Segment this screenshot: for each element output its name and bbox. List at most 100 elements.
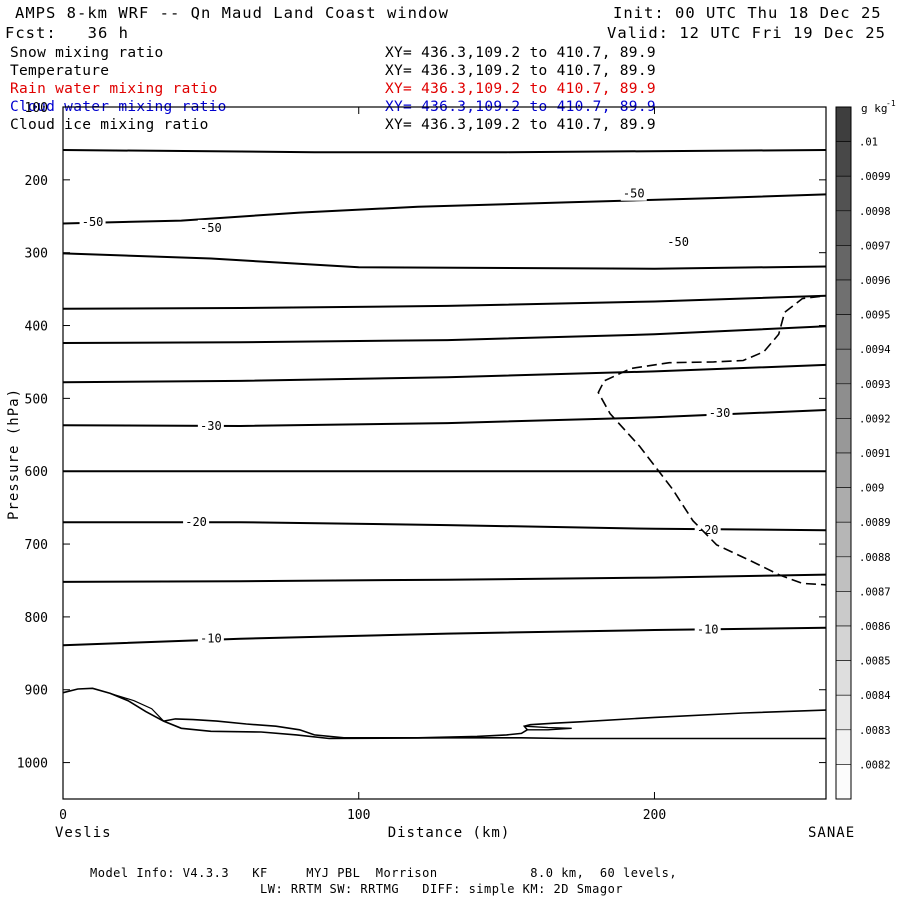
left-endpoint-label: Veslis [55, 825, 112, 841]
colorbar-segment [835, 625, 852, 661]
colorbar-segment [835, 314, 852, 350]
contour-label: -50 [623, 187, 645, 201]
model-info: Model Info: V4.3.3 KF MYJ PBL Morrison 8… [90, 866, 678, 880]
chart-title: AMPS 8-km WRF -- Qn Maud Land Coast wind… [15, 4, 449, 22]
contour-label-bg [197, 219, 224, 235]
colorbar-segment [835, 245, 852, 281]
colorbar-frame [835, 106, 852, 800]
contour-label: -50 [200, 221, 222, 235]
colorbar-label: .0082 [859, 759, 891, 771]
y-axis-label: Pressure (hPa) [6, 388, 22, 520]
contour-label: -10 [697, 622, 719, 636]
colorbar-units-exponent: -1 [886, 99, 896, 108]
contour-label: -50 [667, 235, 689, 249]
contour-label: -10 [200, 632, 222, 646]
isotherm-line-3 [62, 294, 827, 310]
field-name-snow: Snow mixing ratio [10, 45, 164, 61]
colorbar-label: .0097 [859, 240, 891, 252]
colorbar-label: .0098 [859, 206, 891, 218]
y-tick-label: 200 [25, 174, 48, 189]
colorbar-segment [835, 418, 852, 454]
colorbar-label: .0083 [859, 725, 891, 737]
field-name-cloud-ice: Cloud ice mixing ratio [10, 117, 209, 133]
y-tick-label: 800 [25, 611, 48, 626]
colorbar-segment [835, 175, 852, 212]
right-endpoint-label: SANAE [808, 825, 855, 841]
colorbar-label: .01 [859, 137, 878, 149]
colorbar-label: .0087 [859, 586, 891, 598]
contour-label: -50 [82, 215, 104, 229]
colorbar-label: .0088 [859, 552, 891, 564]
contour-label-bg [620, 185, 647, 201]
y-tick-label: 600 [25, 465, 48, 480]
contour-label-bg [694, 621, 721, 637]
forecast-hour: Fcst: 36 h [5, 24, 129, 42]
contour-label-bg [665, 233, 692, 249]
x-tick-label: 100 [347, 808, 370, 823]
colorbar-label: .0092 [859, 413, 891, 425]
y-tick-label: 400 [25, 320, 48, 335]
colorbar-segment [835, 591, 852, 627]
colorbar-segment [835, 452, 852, 488]
colorbar-label: .0091 [859, 448, 891, 460]
y-tick-label: 500 [25, 392, 48, 407]
x-tick-label: 200 [643, 808, 666, 823]
valid-time: Valid: 12 UTC Fri 19 Dec 25 [607, 24, 886, 42]
isotherm-line-9 [62, 573, 827, 583]
plot-frame [62, 106, 827, 800]
contour-label-bg [197, 418, 224, 434]
terrain-left-slope [110, 692, 165, 722]
colorbar-label: .0096 [859, 275, 891, 287]
isotherm-line-1 [62, 193, 827, 225]
y-tick-label: 1000 [17, 757, 48, 772]
isotherm-line-4 [62, 325, 827, 344]
terrain-lower-outline [62, 687, 826, 740]
field-xy-rain: XY= 436.3,109.2 to 410.7, 89.9 [385, 81, 656, 97]
x-axis-label: Distance (km) [388, 825, 511, 841]
init-time: Init: 00 UTC Thu 18 Dec 25 [613, 4, 882, 22]
y-tick-label: 900 [25, 684, 48, 699]
colorbar-label: .0099 [859, 171, 891, 183]
x-tick-label: 0 [59, 808, 67, 823]
y-tick-label: 300 [25, 247, 48, 262]
y-tick-label: 100 [25, 101, 48, 116]
colorbar-segment [835, 694, 852, 731]
contour-label: -30 [709, 406, 731, 420]
colorbar-segment [835, 729, 852, 765]
colorbar-segment [835, 521, 852, 558]
colorbar-label: .0093 [859, 379, 891, 391]
contour-label-bg [694, 522, 721, 538]
contour-label: -20 [185, 515, 207, 529]
colorbar-segment [835, 141, 852, 177]
contour-label: -30 [200, 419, 222, 433]
field-xy-cloud-ice: XY= 436.3,109.2 to 410.7, 89.9 [385, 117, 656, 133]
field-name-temperature: Temperature [10, 63, 110, 79]
colorbar-segment [835, 106, 852, 142]
contour-label-bg [79, 214, 106, 230]
colorbar-label: .0094 [859, 344, 891, 356]
contour-label-bg [706, 404, 733, 420]
colorbar-segment [835, 764, 852, 800]
mixing-ratio-contour [597, 295, 827, 586]
isotherm-line-5 [62, 363, 827, 384]
terrain-upper-outline [163, 709, 827, 739]
colorbar-label: .0086 [859, 621, 891, 633]
colorbar-label: .0085 [859, 656, 891, 668]
colorbar-segment [835, 279, 852, 315]
colorbar-segment [835, 348, 852, 385]
contour-label: -20 [697, 523, 719, 537]
colorbar-label: .0084 [859, 690, 891, 702]
colorbar-segment [835, 556, 852, 592]
terrain-notch [524, 725, 572, 731]
isotherm-line-0 [62, 149, 827, 154]
field-xy-snow: XY= 436.3,109.2 to 410.7, 89.9 [385, 45, 656, 61]
contour-label-bg [183, 514, 210, 530]
colorbar-label: .009 [859, 483, 884, 495]
field-xy-temperature: XY= 436.3,109.2 to 410.7, 89.9 [385, 63, 656, 79]
model-physics: LW: RRTM SW: RRTMG DIFF: simple KM: 2D S… [260, 882, 624, 896]
colorbar-label: .0089 [859, 517, 891, 529]
colorbar-segment [835, 210, 852, 246]
colorbar-segment [835, 660, 852, 696]
colorbar-units: g kg [861, 102, 888, 115]
